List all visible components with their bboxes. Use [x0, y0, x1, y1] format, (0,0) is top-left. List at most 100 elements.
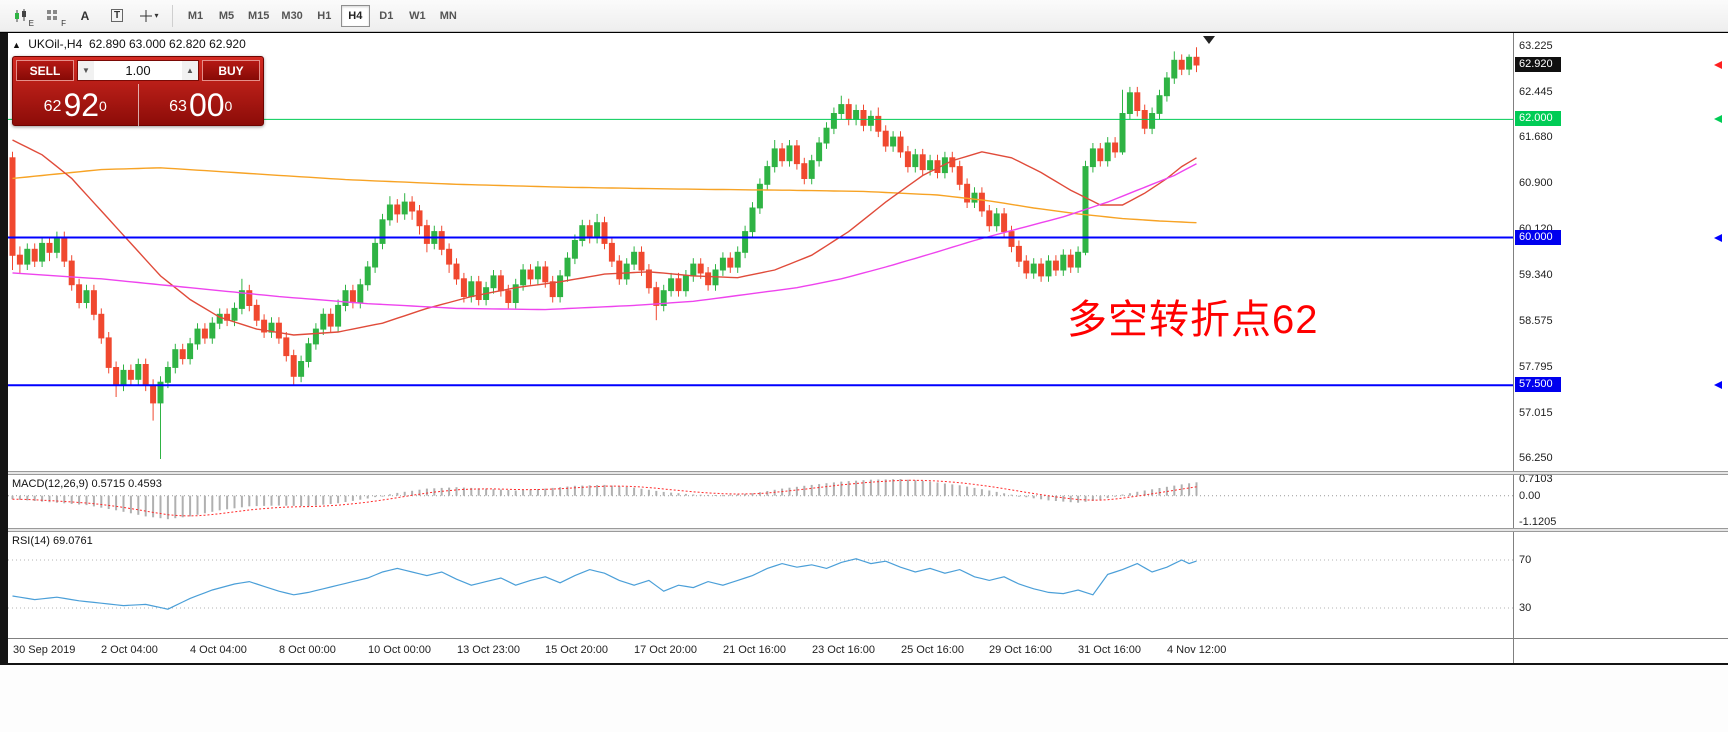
candle — [542, 266, 549, 283]
buy-button[interactable]: BUY — [202, 60, 260, 81]
macd-bar — [707, 494, 710, 496]
candle — [53, 237, 60, 253]
macd-bar — [588, 485, 591, 496]
macd-bar — [684, 493, 687, 496]
candle — [771, 148, 778, 168]
ma-magenta-line[interactable] — [12, 163, 1197, 311]
text-tool-icon: A — [80, 8, 90, 23]
sell-button[interactable]: SELL — [16, 60, 74, 81]
template-tool-button[interactable]: T — [102, 3, 132, 29]
macd-bar — [914, 480, 917, 496]
chart-annotation[interactable]: 多空转折点62 — [1067, 298, 1319, 342]
candle — [401, 201, 408, 215]
timeframe-m1[interactable]: M1 — [181, 5, 210, 27]
macd-bar — [92, 495, 95, 507]
macd-bar — [633, 487, 636, 496]
volume-increase-button[interactable]: ▲ — [182, 61, 198, 80]
macd-bar — [958, 485, 961, 496]
macd-bar — [1010, 494, 1013, 496]
candle — [1060, 254, 1067, 271]
chart-type-button[interactable]: E — [6, 3, 36, 29]
window-bottom-border — [0, 663, 1728, 665]
time-label: 13 Oct 23:00 — [457, 644, 520, 656]
candle — [1030, 263, 1037, 274]
timeframe-h4[interactable]: H4 — [340, 4, 370, 27]
candle — [1171, 59, 1178, 79]
timeframe-m15[interactable]: M15 — [243, 5, 274, 27]
candle — [142, 364, 149, 386]
macd-bar — [758, 492, 761, 496]
price-scale-label: 58.575 — [1519, 315, 1553, 327]
macd-bar — [884, 479, 887, 496]
macd-bar — [714, 495, 717, 496]
macd-bar — [277, 495, 280, 506]
macd-bar — [670, 492, 673, 496]
top-toolbar: E F A T ▾ M1 M5 M15 M30 H1 H4 D1 W1 — [0, 0, 1728, 32]
macd-bar — [1173, 485, 1176, 496]
candle — [179, 349, 186, 360]
buy-price[interactable]: 63 00 0 — [137, 84, 264, 126]
price-scale-label: 59.340 — [1519, 269, 1553, 281]
price-scale[interactable]: 63.225 62.445 61.680 60.900 60.120 59.340 58.5… — [1513, 33, 1728, 663]
candle — [594, 222, 601, 238]
candle — [127, 369, 134, 380]
grid-badge: F — [61, 18, 66, 28]
macd-bar — [507, 490, 510, 496]
macd-bar — [1040, 495, 1043, 500]
candle — [209, 322, 216, 339]
macd-bar — [448, 487, 451, 496]
candle — [616, 260, 623, 280]
macd-bar — [951, 484, 954, 496]
sell-price-big: 92 — [63, 87, 100, 123]
price-scale-label: 61.680 — [1519, 131, 1553, 143]
volume-decrease-button[interactable]: ▼ — [78, 61, 94, 80]
buy-price-major: 63 — [169, 98, 187, 115]
panel-splitter[interactable] — [0, 528, 1728, 532]
candle — [638, 251, 645, 271]
macd-bar — [1114, 495, 1117, 497]
macd-bar — [603, 484, 606, 496]
rsi-panel[interactable] — [8, 532, 1513, 638]
macd-bar — [855, 480, 858, 496]
ma-red-line[interactable] — [12, 139, 1197, 336]
timeframe-h1[interactable]: H1 — [310, 5, 339, 27]
candle — [468, 281, 475, 298]
timeframe-m30[interactable]: M30 — [276, 5, 307, 27]
grid-button[interactable]: F — [38, 3, 68, 29]
volume-input[interactable] — [94, 61, 182, 80]
timeframe-w1[interactable]: W1 — [403, 5, 432, 27]
price-marker — [1714, 61, 1722, 69]
panel-splitter[interactable] — [0, 471, 1728, 475]
candle — [216, 313, 223, 324]
ma-orange-line[interactable] — [12, 167, 1197, 224]
candle — [779, 148, 786, 162]
macd-bar — [980, 489, 983, 496]
macd-bar — [906, 479, 909, 496]
candle — [727, 257, 734, 268]
macd-panel[interactable] — [8, 475, 1513, 528]
chart-shift-icon[interactable] — [1203, 36, 1215, 44]
candle — [690, 263, 697, 277]
macd-bar — [485, 488, 488, 496]
macd-bar — [551, 487, 554, 496]
text-tool-button[interactable]: A — [70, 3, 100, 29]
macd-bar — [329, 495, 332, 504]
candle — [623, 263, 630, 280]
crosshair-tool-button[interactable]: ▾ — [134, 3, 164, 29]
macd-bar — [1143, 490, 1146, 496]
timeframe-m5[interactable]: M5 — [212, 5, 241, 27]
candle — [1038, 263, 1045, 277]
timeframe-d1[interactable]: D1 — [372, 5, 401, 27]
candle — [808, 160, 815, 179]
candle — [446, 248, 453, 265]
volume-widget: ▼ ▲ — [77, 60, 199, 81]
candle — [971, 192, 978, 203]
macd-bar — [810, 484, 813, 496]
candle — [1134, 92, 1141, 111]
macd-bar — [847, 481, 850, 496]
sell-price[interactable]: 62 92 0 — [13, 84, 138, 126]
timeframe-mn[interactable]: MN — [434, 5, 463, 27]
time-axis[interactable]: 30 Sep 2019 2 Oct 04:00 4 Oct 04:00 8 Oct 0… — [8, 639, 1513, 663]
chart-menu-icon[interactable]: ▲ — [12, 40, 21, 50]
macd-bar — [1091, 495, 1094, 501]
